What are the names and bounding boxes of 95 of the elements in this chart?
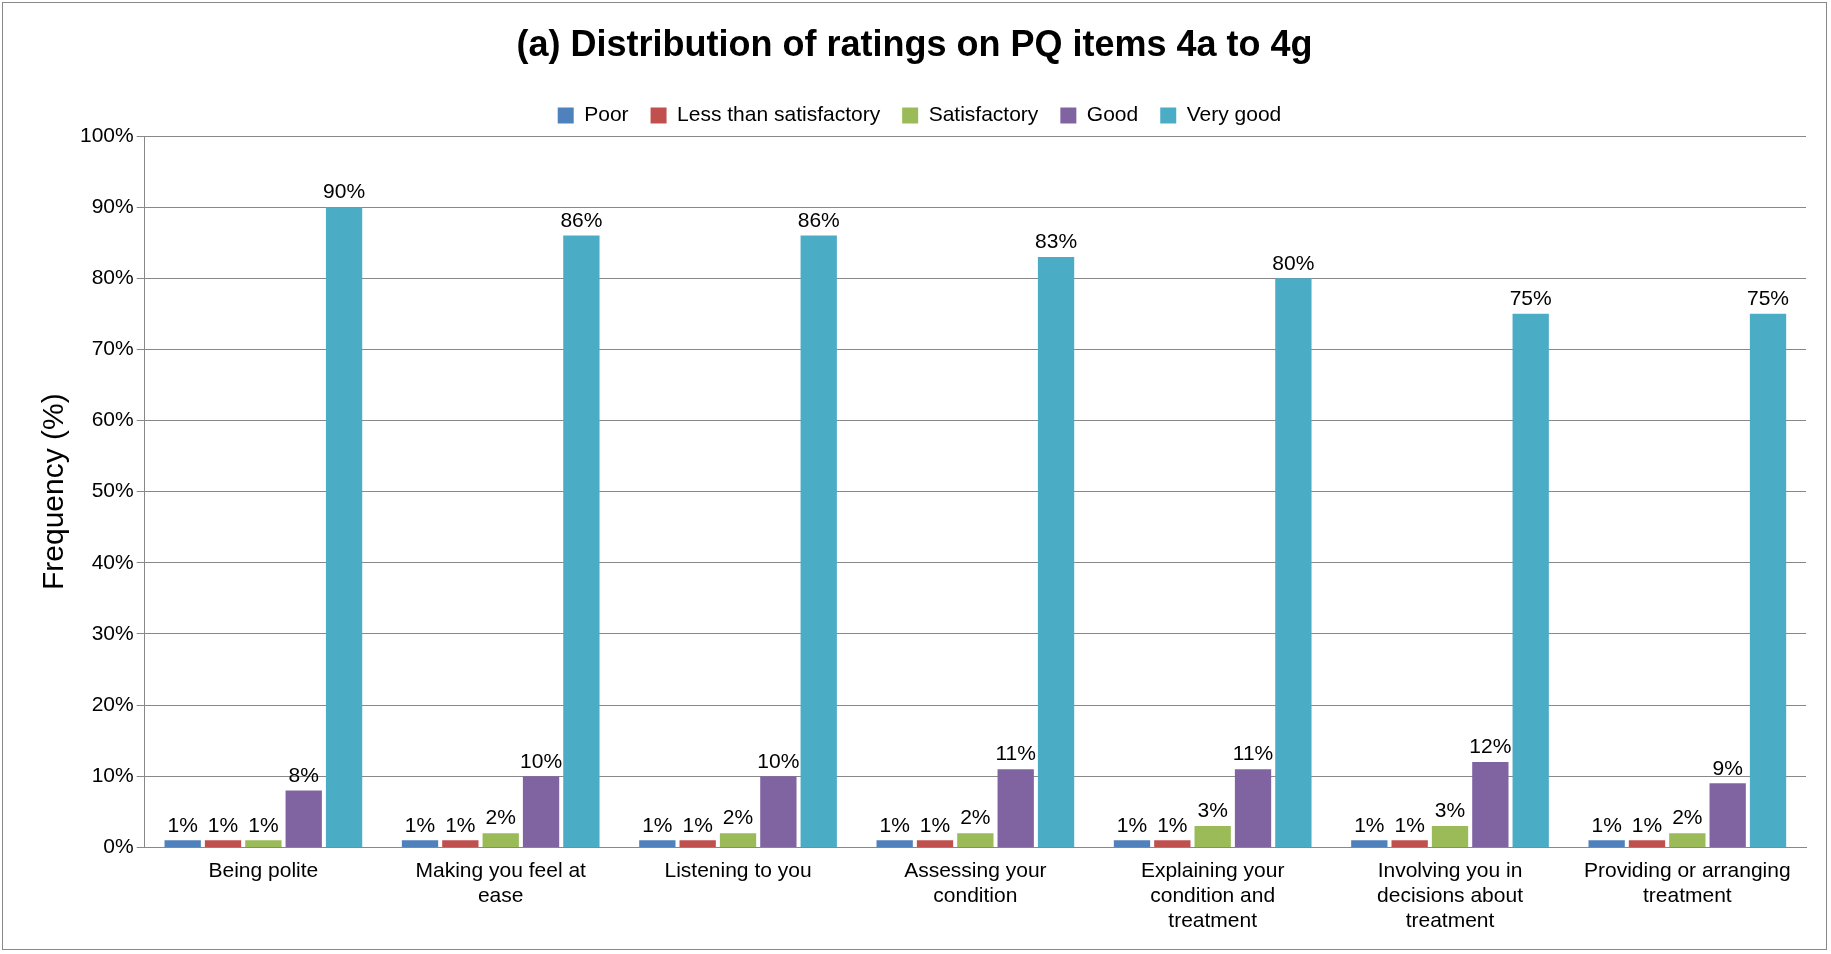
bar (639, 840, 676, 847)
bar (401, 840, 439, 847)
bar (325, 207, 363, 847)
data-label: 2% (722, 805, 754, 829)
legend-label: Satisfactory (928, 102, 1039, 126)
bar (1037, 256, 1075, 847)
data-label: 75% (1509, 286, 1552, 310)
data-label: 2% (960, 805, 991, 829)
x-tick-label: Making you feel at ease (415, 857, 587, 906)
y-tick-label: 70% (91, 336, 134, 360)
data-label: 10% (757, 748, 800, 772)
x-tick-label: Involving you in decisions about treatment (1377, 857, 1524, 932)
bar (1431, 826, 1469, 847)
data-label: 12% (1469, 734, 1512, 758)
data-label: 1% (919, 812, 951, 836)
data-label: 1% (1116, 812, 1148, 836)
bar (245, 840, 282, 847)
data-label: 80% (1272, 250, 1315, 274)
y-tick-label: 0% (103, 834, 134, 858)
bar (1669, 833, 1706, 847)
data-label: 1% (1354, 812, 1385, 836)
data-label: 1% (642, 812, 673, 836)
y-tick-label: 20% (91, 691, 134, 715)
bar (1628, 840, 1666, 847)
y-tick-label: 50% (91, 478, 134, 502)
legend-label: Poor (584, 102, 629, 126)
bar (1194, 826, 1231, 847)
bar (1113, 840, 1151, 847)
y-tick-label: 60% (91, 407, 134, 431)
bar (997, 769, 1034, 847)
data-label: 1% (445, 812, 476, 836)
data-label: 1% (207, 812, 239, 836)
data-label: 1% (879, 812, 910, 836)
data-label: 11% (995, 741, 1036, 765)
data-label: 75% (1747, 286, 1790, 310)
x-tick-label: Explaining your condition and treatment (1140, 857, 1285, 932)
data-label: 2% (485, 805, 516, 829)
bar (719, 833, 757, 847)
data-label: 1% (404, 812, 436, 836)
y-tick-label: 40% (91, 549, 134, 573)
bar (957, 833, 994, 847)
data-label: 1% (1631, 812, 1663, 836)
data-label: 1% (248, 812, 279, 836)
bar (876, 840, 913, 847)
bar (1588, 840, 1625, 847)
x-tick-label: Assessing your condition (904, 857, 1047, 906)
data-label: 1% (1591, 812, 1622, 836)
bar (285, 790, 322, 847)
data-label: 1% (1157, 812, 1188, 836)
data-label: 11% (1232, 741, 1274, 765)
data-label: 1% (1394, 812, 1425, 836)
chart-title: (a) Distribution of ratings on PQ items 4a to 4g (515, 23, 1314, 65)
data-label: 3% (1434, 798, 1466, 822)
bar (522, 776, 560, 847)
x-tick-label: Providing or arranging treatment (1584, 857, 1791, 906)
data-label: 2% (1672, 805, 1703, 829)
data-label: 3% (1197, 798, 1228, 822)
legend-label: Good (1086, 102, 1139, 126)
bar (800, 235, 837, 847)
bar (563, 235, 600, 847)
data-label: 10% (520, 748, 563, 772)
y-axis-title: Frequency (%) (36, 393, 70, 591)
bar (1234, 769, 1272, 847)
bar (442, 840, 479, 847)
bar (1512, 313, 1549, 847)
y-tick-label: 80% (91, 265, 134, 289)
x-tick-label: Listening to you (664, 857, 812, 881)
bar (482, 833, 519, 847)
data-label: 9% (1712, 755, 1743, 779)
y-tick-label: 10% (91, 763, 134, 787)
bar (1154, 840, 1191, 847)
data-label: 86% (797, 207, 840, 231)
data-label: 8% (288, 762, 319, 786)
legend-label: Very good (1186, 102, 1282, 126)
x-tick-label: Being polite (208, 857, 319, 881)
bar (1391, 840, 1428, 847)
bar (1275, 278, 1312, 847)
bar (679, 840, 716, 847)
legend-label: Less than satisfactory (677, 102, 881, 126)
bar (760, 776, 797, 847)
y-tick-label: 100% (79, 122, 134, 146)
data-label: 86% (560, 207, 603, 231)
data-label: 1% (682, 812, 713, 836)
bar (916, 840, 954, 847)
data-label: 90% (323, 179, 366, 203)
bar (1709, 783, 1746, 847)
bar (164, 840, 201, 847)
y-tick-label: 30% (91, 620, 134, 644)
bar (204, 840, 242, 847)
bar (1472, 762, 1509, 847)
data-label: 83% (1035, 229, 1078, 253)
bar (1749, 313, 1787, 847)
y-tick-label: 90% (91, 193, 134, 217)
bar (1351, 840, 1388, 847)
data-label: 1% (167, 812, 198, 836)
